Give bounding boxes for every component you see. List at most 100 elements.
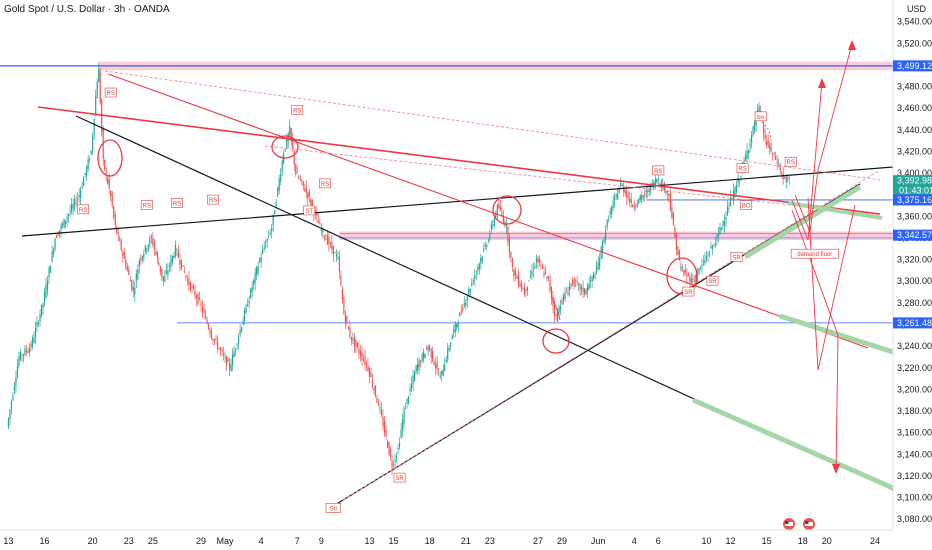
projection-path — [791, 81, 823, 241]
candle-body — [606, 220, 608, 228]
candle-body — [591, 276, 593, 282]
candle-body — [263, 247, 265, 249]
candle-body — [417, 364, 419, 372]
candle-body — [227, 358, 229, 362]
candle-body — [714, 244, 717, 246]
candle-body — [265, 245, 267, 247]
candle-body — [580, 287, 583, 289]
candle-body — [564, 292, 566, 299]
candle-body — [410, 383, 413, 389]
candle-body — [481, 256, 483, 261]
candle-body — [167, 269, 169, 275]
price-tag — [893, 229, 932, 241]
candle-body — [599, 258, 601, 268]
candle-body — [128, 269, 130, 275]
candle-body — [331, 242, 333, 250]
candle-body — [328, 237, 330, 245]
candle-body — [633, 205, 635, 207]
annotation-label: SR — [395, 476, 404, 482]
candle-body — [510, 252, 512, 258]
candle-body — [349, 327, 351, 338]
candle-body — [389, 449, 392, 458]
candle-body — [358, 348, 360, 354]
candle-body — [138, 260, 140, 267]
candle-body — [689, 276, 691, 283]
candle-body — [414, 372, 416, 381]
candle-body — [392, 463, 395, 465]
candle-body — [648, 188, 650, 193]
candle-body — [63, 218, 65, 228]
candle-body — [617, 194, 619, 200]
candle-body — [77, 198, 79, 200]
annotation-label: RS — [209, 198, 217, 204]
candle-body — [219, 347, 222, 351]
y-tick-label: 3,400.000 — [897, 168, 932, 178]
price-tag — [893, 194, 932, 206]
candle-body — [310, 199, 312, 205]
candle-body — [677, 246, 679, 256]
candle-body — [317, 221, 319, 224]
candle-body — [212, 338, 214, 341]
channel-highlight — [691, 397, 895, 491]
candle-body — [535, 259, 538, 263]
candle-body — [170, 258, 172, 268]
candle-body — [403, 408, 405, 424]
candle-body — [660, 180, 662, 188]
candle-body — [34, 327, 37, 338]
candle-body — [374, 385, 377, 397]
y-tick-label: 3,080.000 — [897, 514, 932, 524]
candle-body — [192, 285, 195, 290]
candle-body — [498, 204, 500, 209]
candle-body — [123, 251, 125, 259]
candle-body — [278, 178, 280, 191]
candle-body — [134, 287, 136, 295]
candle-body — [57, 234, 59, 236]
candles — [7, 62, 790, 475]
candle-body — [568, 286, 571, 291]
candle-body — [314, 211, 316, 213]
candle-body — [517, 274, 520, 285]
candle-body — [478, 263, 480, 270]
candle-body — [207, 324, 210, 330]
annotation-box — [740, 200, 753, 210]
arrow-head — [848, 40, 856, 50]
candle-body — [334, 252, 336, 254]
candle-body — [459, 312, 461, 317]
x-tick-label: 6 — [656, 536, 661, 546]
candle-body — [424, 353, 426, 358]
candle-body — [272, 214, 274, 226]
candle-body — [353, 337, 356, 347]
candle-body — [259, 259, 261, 263]
candle-body — [508, 237, 510, 253]
candle-body — [287, 133, 289, 141]
candle-body — [571, 280, 574, 284]
chart-title: Gold Spot / U.S. Dollar · 3h · OANDA — [4, 4, 170, 15]
candle-body — [42, 303, 44, 308]
highlight-circle — [271, 135, 299, 159]
candle-body — [729, 197, 732, 206]
candle-body — [237, 336, 240, 344]
candle-body — [785, 176, 787, 182]
candle-body — [451, 335, 453, 340]
candle-body — [28, 348, 31, 353]
x-tick-label: 23 — [485, 536, 495, 546]
candle-body — [454, 323, 456, 333]
candle-body — [574, 280, 577, 282]
candle-body — [650, 183, 652, 192]
candle-body — [496, 204, 498, 216]
y-tick-label: 3,300.000 — [897, 276, 932, 286]
candle-body — [83, 178, 85, 187]
candle-body — [239, 329, 241, 335]
candle-body — [549, 279, 551, 291]
x-tick-label: 7 — [295, 536, 300, 546]
annotation-box — [140, 200, 153, 210]
candle-body — [367, 365, 369, 371]
candle-body — [744, 155, 747, 161]
candle-body — [213, 339, 216, 341]
candle-body — [450, 342, 452, 347]
y-tick-label: 3,280.000 — [897, 298, 932, 308]
candle-body — [253, 279, 255, 285]
candle-body — [244, 310, 246, 322]
annotation-label: BO — [742, 204, 751, 210]
